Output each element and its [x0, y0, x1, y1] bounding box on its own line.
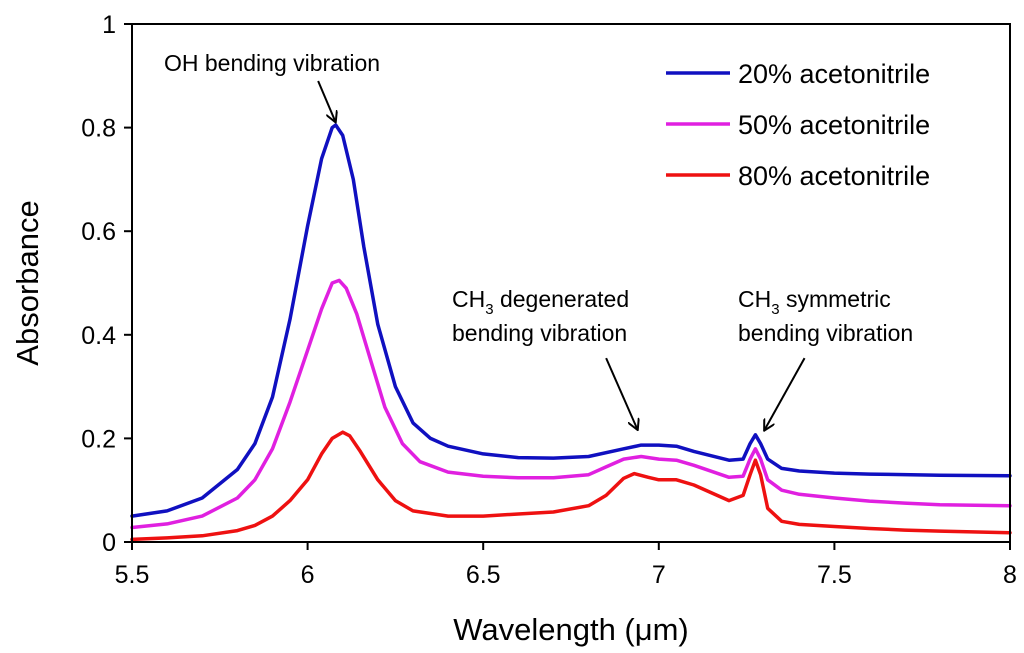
y-tick-label: 0.8	[81, 115, 116, 143]
annotation-ch3-symmetric-line-0: CH3 symmetric	[738, 286, 891, 318]
series-line-0	[130, 123, 1012, 518]
legend-label-2: 80% acetonitrile	[738, 161, 930, 191]
legend: 20% acetonitrile 50% acetonitrile 80% acet…	[666, 59, 930, 191]
annotation-ch3-symmetric-line-1: bending vibration	[738, 320, 913, 346]
y-axis-title: Absorbance	[10, 200, 45, 365]
y-tick-label: 0.2	[81, 425, 116, 453]
series-line-1	[130, 278, 1012, 530]
annotation-arrow-ch3-degenerated	[605, 357, 638, 430]
annotation-oh-line-0: OH bending vibration	[164, 50, 380, 76]
y-tick-label: 0.4	[81, 322, 116, 350]
x-tick-label: 7	[652, 561, 666, 589]
y-tick-label: 1	[102, 11, 116, 39]
series-layer	[130, 123, 1012, 542]
series-line-2	[130, 430, 1012, 542]
x-tick-label: 7.5	[817, 561, 852, 589]
x-tick-label: 8	[1003, 561, 1017, 589]
legend-label-0: 20% acetonitrile	[738, 59, 930, 89]
annotation-arrow-ch3-symmetric	[764, 357, 806, 431]
annotation-ch3-degenerated-line-1: bending vibration	[452, 320, 627, 346]
legend-label-1: 50% acetonitrile	[738, 110, 930, 140]
plot-frame	[131, 23, 1011, 543]
x-tick-label: 6	[301, 561, 315, 589]
annotation-ch3-degenerated-line-0: CH3 degenerated	[452, 286, 629, 318]
x-axis-title: Wavelength (μm)	[453, 612, 689, 647]
y-tick-label: 0	[102, 529, 116, 557]
annotation-arrow-oh	[317, 80, 336, 122]
x-tick-label: 6.5	[466, 561, 501, 589]
x-tick-label: 5.5	[115, 561, 150, 589]
y-tick-label: 0.6	[81, 218, 116, 246]
ticks-layer: 5.5 6 6.5 7 7.5 8 0 0.2 0.4 0.6 0.8 1	[81, 11, 1017, 589]
